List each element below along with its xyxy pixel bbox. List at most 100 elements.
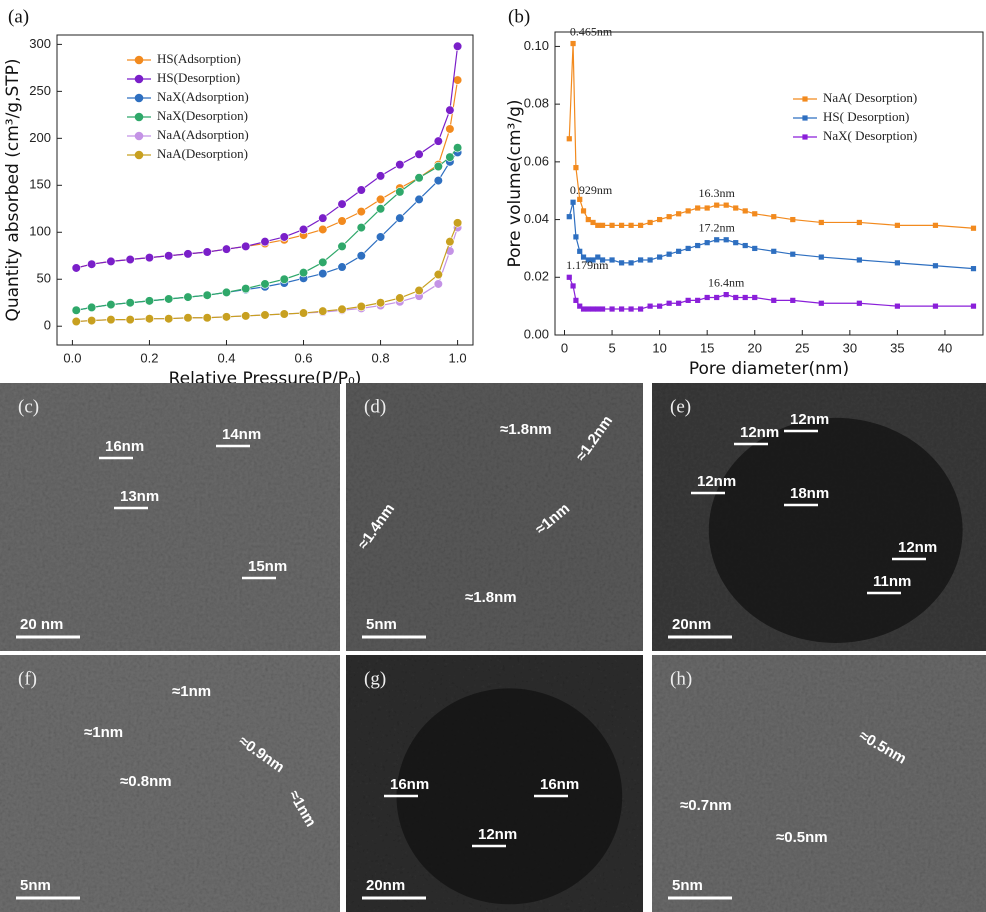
- panel-label: (b): [508, 6, 530, 27]
- marker: [742, 208, 748, 214]
- marker: [585, 216, 591, 223]
- legend-label: NaX(Desorption): [157, 108, 248, 123]
- marker: [752, 211, 758, 217]
- marker: [932, 303, 939, 309]
- peak-annotation: 1.179nm: [566, 258, 609, 272]
- marker: [704, 205, 710, 211]
- marker: [298, 308, 309, 318]
- marker: [752, 245, 758, 252]
- size-annotation: 16nm: [540, 776, 579, 793]
- marker: [714, 237, 720, 243]
- marker: [298, 224, 309, 235]
- marker: [599, 306, 606, 312]
- marker: [87, 315, 97, 326]
- legend-marker: [134, 112, 144, 122]
- marker: [666, 214, 672, 220]
- marker: [585, 306, 591, 312]
- y-axis-title: Pore volume(cm³/g): [505, 99, 525, 267]
- marker: [445, 237, 455, 247]
- marker: [356, 251, 366, 261]
- marker: [970, 303, 977, 309]
- peak-annotation: 17.2nm: [699, 221, 736, 235]
- tem-background: [0, 655, 340, 912]
- peak-annotation: 0.929nm: [570, 183, 613, 197]
- size-annotation: ≈0.8nm: [120, 773, 172, 790]
- marker: [771, 248, 777, 254]
- marker: [590, 257, 596, 263]
- peak-annotation: 16.4nm: [708, 275, 745, 289]
- marker: [183, 292, 193, 302]
- x-tick-label: 0.2: [140, 350, 158, 365]
- marker: [723, 237, 729, 243]
- marker: [433, 176, 443, 186]
- marker: [618, 222, 625, 228]
- y-tick-label: 0.10: [524, 38, 549, 53]
- panel-label: (g): [364, 668, 386, 689]
- marker: [573, 165, 579, 171]
- marker: [856, 300, 862, 306]
- marker: [771, 297, 777, 303]
- marker: [657, 303, 663, 309]
- marker: [221, 287, 232, 297]
- marker: [452, 75, 463, 85]
- marker: [676, 211, 682, 217]
- marker: [733, 294, 739, 301]
- size-annotation: 16nm: [105, 438, 144, 455]
- tem-background: [0, 383, 340, 651]
- marker: [856, 219, 862, 226]
- y-tick-label: 250: [29, 83, 51, 98]
- marker: [595, 222, 601, 228]
- y-tick-label: 0.08: [524, 96, 549, 111]
- legend-label: HS(Adsorption): [157, 51, 241, 66]
- marker: [609, 257, 615, 263]
- scale-bar-label: 20nm: [672, 616, 711, 633]
- marker: [183, 313, 193, 323]
- marker: [752, 294, 758, 301]
- legend-label: HS( Desorption): [823, 109, 909, 124]
- x-tick-label: 0.4: [217, 350, 235, 365]
- marker: [452, 41, 463, 51]
- marker: [628, 306, 634, 312]
- panel-label: (a): [8, 6, 29, 27]
- plot-frame: [56, 34, 474, 346]
- marker: [144, 314, 155, 324]
- series-line: [568, 277, 974, 310]
- marker: [433, 269, 443, 280]
- marker: [566, 136, 572, 142]
- marker: [183, 249, 193, 259]
- size-annotation: ≈1.8nm: [500, 421, 552, 438]
- marker: [742, 242, 748, 249]
- marker: [164, 251, 174, 261]
- marker: [657, 254, 663, 260]
- marker: [414, 149, 424, 159]
- marker: [202, 313, 212, 323]
- x-tick-label: 20: [747, 340, 761, 355]
- marker: [790, 297, 796, 303]
- panel-label: (h): [670, 668, 692, 689]
- marker: [241, 241, 251, 251]
- marker: [279, 274, 289, 284]
- marker: [356, 185, 366, 195]
- marker: [856, 257, 862, 263]
- marker: [609, 222, 615, 228]
- size-annotation: ≈1.8nm: [465, 589, 517, 606]
- panel-label: (d): [364, 396, 386, 417]
- marker: [71, 316, 81, 327]
- size-annotation: 12nm: [898, 539, 937, 556]
- marker: [585, 257, 591, 263]
- marker: [375, 171, 386, 181]
- marker: [657, 216, 663, 223]
- marker: [590, 219, 596, 226]
- y-axis-title: Quantity absorbed (cm³/g,STP): [3, 58, 23, 321]
- marker: [932, 263, 939, 269]
- marker: [818, 254, 824, 260]
- marker: [87, 302, 97, 313]
- size-annotation: ≈1nm: [84, 724, 123, 741]
- y-tick-label: 200: [29, 130, 51, 145]
- marker: [580, 208, 587, 214]
- marker: [733, 205, 739, 211]
- marker: [970, 225, 977, 231]
- scale-bar-label: 5nm: [20, 877, 51, 894]
